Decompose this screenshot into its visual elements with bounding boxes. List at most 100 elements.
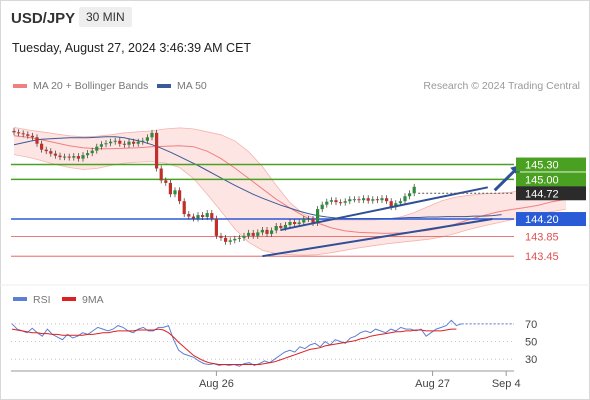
candle-body [228,240,232,242]
ma50-line [13,136,502,219]
candle-body [159,168,163,181]
candle-body [357,199,361,201]
level-label-144.72: 144.72 [525,188,559,200]
candle-body [168,182,172,195]
candle-body [196,215,200,219]
candle-body [118,140,122,144]
bollinger-upper-line [13,127,567,221]
x-tick-label-Sep-4: Sep 4 [492,378,521,390]
candle-body [90,150,94,154]
candle-body [136,141,140,144]
candle-body [81,155,85,159]
level-label-145.30: 145.30 [525,160,559,172]
candle-body [260,229,264,233]
rsi-tick-70: 70 [525,319,537,331]
candle-body [366,198,370,201]
candle-body [380,198,384,201]
candle-body [219,235,223,238]
candle-body [316,209,320,223]
candle-body [288,222,292,225]
candle-body [375,199,379,201]
legend-label-bollinger: MA 20 + Bollinger Bands [33,80,149,92]
bollinger-lower-line [13,154,567,256]
candle-body [306,219,310,221]
legend-swatch-bollinger [13,84,27,89]
symbol-title[interactable]: USD/JPY [11,10,76,27]
candle-body [242,235,246,238]
x-tick-label-Aug-26: Aug 26 [199,378,234,390]
timeframe-badge[interactable]: 30 MIN [79,7,132,27]
bollinger-band-fill [14,127,566,256]
candle-body [104,143,108,145]
channel-line-upper [280,186,489,231]
candle-body [412,186,416,194]
candle-body [274,225,278,231]
candle-body [95,146,99,151]
level-label-bg-145.00 [516,172,586,187]
level-label-143.85: 143.85 [525,231,559,243]
candle-body [256,232,260,236]
candle-body [320,204,324,210]
datetime-label: Tuesday, August 27, 2024 3:46:39 AM CET [12,41,252,55]
x-tick-label-Aug-27: Aug 27 [415,378,450,390]
level-label-143.45: 143.45 [525,251,559,263]
candle-body [49,151,53,154]
rsi-ma-line [11,328,457,365]
candle-body [343,201,347,203]
level-label-bg-144.72 [516,186,586,201]
level-label-145.00: 145.00 [525,174,559,186]
legend-swatch-ma50 [157,84,171,89]
candle-body [30,135,34,138]
candle-body [247,232,251,236]
candle-body [58,155,62,158]
candle-body [237,237,241,239]
candle-body [362,198,366,201]
candle-body [394,203,398,208]
candle-body [122,143,126,145]
candle-body [329,200,333,202]
candle-body [40,143,44,150]
candle-body [233,238,237,241]
legend-label-9ma: 9MA [82,294,104,306]
candle-body [191,216,195,219]
candle-body [99,144,103,147]
candle-body [35,137,39,144]
candle-body [113,140,117,142]
candle-body [141,140,145,142]
candle-body [389,201,393,208]
candle-body [155,132,159,169]
legend-label-ma50: MA 50 [177,80,207,92]
level-label-bg-144.20 [516,212,586,227]
candle-body [178,190,182,202]
candle-body [53,153,57,156]
candle-body [205,213,209,218]
candle-body [12,130,16,133]
candle-body [210,213,214,219]
candle-body [311,219,315,223]
legend-bollinger: MA 20 + Bollinger Bands [13,80,148,92]
candle-body [348,199,352,202]
candle-body [265,229,269,234]
forecast-arrow-shaft [493,167,518,192]
candle-body [164,180,168,183]
legend-swatch-rsi [13,297,27,301]
candle-body [214,218,218,236]
candle-body [72,156,76,158]
candle-body [371,199,375,201]
candle-body [398,201,402,204]
legend-swatch-9ma [62,297,76,301]
candle-body [270,230,274,234]
candle-body [325,201,329,205]
candle-body [109,141,113,144]
candle-body [408,193,412,197]
candle-body [86,153,90,156]
candle-body [44,149,48,152]
candle-body [403,196,407,202]
candle-body [127,141,131,145]
candle-body [334,200,338,203]
candle-body [76,156,80,159]
candle-body [173,190,177,195]
candle-body [293,222,297,224]
candle-body [17,132,21,134]
